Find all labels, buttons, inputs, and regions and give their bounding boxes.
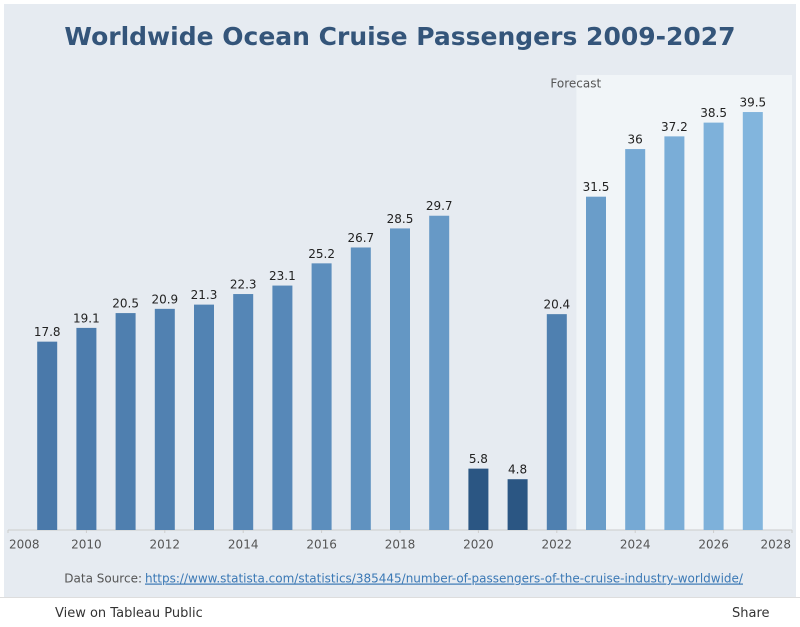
- bar: [233, 294, 254, 530]
- bar: [37, 341, 58, 530]
- bar: [742, 112, 763, 530]
- value-label: 4.8: [508, 463, 527, 477]
- bar: [625, 149, 646, 530]
- value-label: 17.8: [34, 325, 61, 339]
- bar: [703, 122, 724, 531]
- value-label: 38.5: [700, 106, 727, 120]
- value-label: 20.5: [112, 297, 139, 311]
- value-label: 22.3: [230, 278, 257, 292]
- x-tick-label: 2024: [620, 538, 651, 552]
- x-tick-label: 2020: [463, 538, 494, 552]
- x-tick-label: 2014: [228, 538, 259, 552]
- x-tick-label: 2028: [760, 538, 791, 552]
- forecast-label: Forecast: [550, 77, 601, 91]
- chart: Worldwide Ocean Cruise Passengers 2009-2…: [4, 4, 796, 597]
- bar: [154, 308, 175, 530]
- value-label: 31.5: [583, 180, 610, 194]
- toolbar: View on Tableau Public Share: [0, 597, 800, 627]
- x-tick-label: 2022: [542, 538, 573, 552]
- bar: [194, 304, 214, 530]
- bar: [546, 314, 567, 530]
- bar: [76, 327, 97, 530]
- x-tick-label: 2018: [385, 538, 416, 552]
- bar: [507, 479, 528, 530]
- chart-title: Worldwide Ocean Cruise Passengers 2009-2…: [64, 22, 735, 51]
- value-label: 19.1: [73, 311, 100, 325]
- value-label: 20.4: [543, 298, 570, 312]
- share-button[interactable]: Share: [732, 606, 770, 621]
- x-tick-label: 2012: [150, 538, 181, 552]
- value-label: 37.2: [661, 120, 688, 134]
- value-label: 29.7: [426, 199, 453, 213]
- value-label: 28.5: [387, 212, 414, 226]
- x-tick-label: 2008: [9, 538, 40, 552]
- bar: [272, 285, 293, 530]
- bar: [115, 313, 136, 530]
- source-link[interactable]: https://www.statista.com/statistics/3854…: [145, 572, 744, 586]
- value-label: 36: [628, 133, 643, 147]
- source-label: Data Source:: [64, 572, 142, 586]
- x-tick-label: 2026: [698, 538, 729, 552]
- bar: [350, 247, 371, 530]
- x-tick-label: 2010: [71, 538, 102, 552]
- bar: [311, 263, 332, 530]
- value-label: 39.5: [739, 96, 766, 110]
- bar: [664, 136, 685, 531]
- value-label: 26.7: [347, 231, 374, 245]
- bar: [390, 228, 410, 530]
- value-label: 23.1: [269, 269, 296, 283]
- value-label: 25.2: [308, 247, 335, 261]
- value-label: 20.9: [151, 292, 178, 306]
- value-label: 5.8: [469, 452, 488, 466]
- view-button[interactable]: View on Tableau Public: [55, 606, 203, 621]
- bar: [429, 215, 450, 531]
- bar: [586, 196, 606, 531]
- value-label: 21.3: [191, 288, 218, 302]
- bar: [468, 468, 489, 530]
- x-tick-label: 2016: [306, 538, 337, 552]
